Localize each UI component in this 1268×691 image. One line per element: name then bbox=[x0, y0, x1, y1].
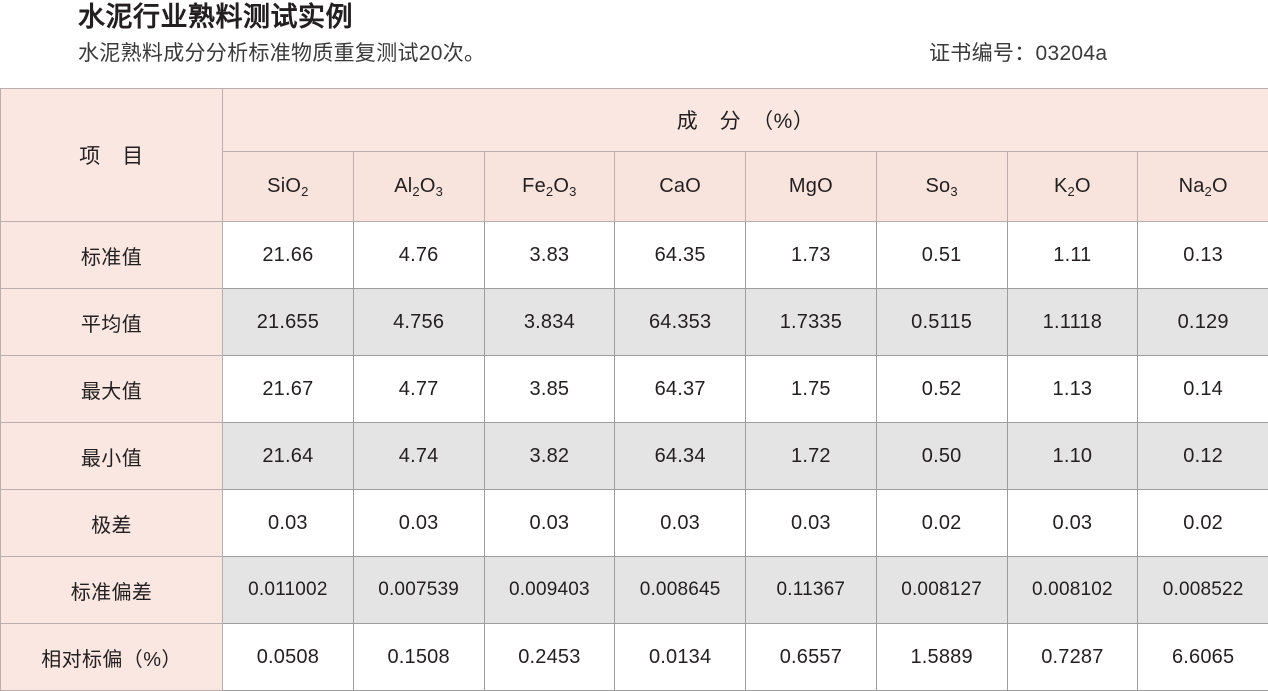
cell-cao: 64.35 bbox=[615, 222, 746, 289]
cell-k2o: 0.03 bbox=[1007, 490, 1138, 557]
subscript: 2 bbox=[1205, 184, 1212, 199]
row-label: 最大值 bbox=[1, 356, 223, 423]
column-header-cao: CaO bbox=[615, 152, 746, 222]
cell-na2o: 0.129 bbox=[1138, 289, 1268, 356]
cell-cao: 64.37 bbox=[615, 356, 746, 423]
header-row-group: 项 目 成 分 （%） bbox=[1, 89, 1268, 152]
cell-mgo: 0.11367 bbox=[746, 557, 877, 624]
page-title: 水泥行业熟料测试实例 bbox=[78, 0, 1268, 32]
column-header-so3: So3 bbox=[876, 152, 1007, 222]
cell-al2o3: 4.74 bbox=[353, 423, 484, 490]
cell-al2o3: 4.77 bbox=[353, 356, 484, 423]
column-header-fe2o3: Fe2O3 bbox=[484, 152, 615, 222]
cell-al2o3: 0.1508 bbox=[353, 624, 484, 691]
cell-cao: 0.03 bbox=[615, 490, 746, 557]
subscript: 2 bbox=[412, 184, 419, 199]
row-label: 极差 bbox=[1, 490, 223, 557]
cell-mgo: 1.72 bbox=[746, 423, 877, 490]
subscript: 3 bbox=[569, 184, 576, 199]
cell-fe2o3: 0.03 bbox=[484, 490, 615, 557]
cell-al2o3: 4.756 bbox=[353, 289, 484, 356]
cell-mgo: 0.03 bbox=[746, 490, 877, 557]
cell-fe2o3: 3.85 bbox=[484, 356, 615, 423]
cell-sio2: 0.03 bbox=[223, 490, 354, 557]
row-label: 标准值 bbox=[1, 222, 223, 289]
subscript: 2 bbox=[1068, 184, 1075, 199]
row-label: 标准偏差 bbox=[1, 557, 223, 624]
cell-k2o: 0.008102 bbox=[1007, 557, 1138, 624]
certificate-number: 证书编号：03204a bbox=[929, 39, 1107, 69]
cell-so3: 0.02 bbox=[876, 490, 1007, 557]
subscript: 3 bbox=[950, 184, 957, 199]
cell-na2o: 6.6065 bbox=[1138, 624, 1268, 691]
cell-sio2: 21.64 bbox=[223, 423, 354, 490]
cell-mgo: 1.75 bbox=[746, 356, 877, 423]
cell-cao: 64.34 bbox=[615, 423, 746, 490]
column-header-na2o: Na2O bbox=[1138, 152, 1268, 222]
cell-cao: 0.008645 bbox=[615, 557, 746, 624]
cell-fe2o3: 0.2453 bbox=[484, 624, 615, 691]
column-header-k2o: K2O bbox=[1007, 152, 1138, 222]
cell-sio2: 21.655 bbox=[223, 289, 354, 356]
cell-na2o: 0.02 bbox=[1138, 490, 1268, 557]
cell-cao: 0.0134 bbox=[615, 624, 746, 691]
cell-sio2: 0.0508 bbox=[223, 624, 354, 691]
cell-fe2o3: 0.009403 bbox=[484, 557, 615, 624]
cell-na2o: 0.12 bbox=[1138, 423, 1268, 490]
cell-al2o3: 0.03 bbox=[353, 490, 484, 557]
cell-so3: 0.008127 bbox=[876, 557, 1007, 624]
cell-so3: 0.5115 bbox=[876, 289, 1007, 356]
cell-na2o: 0.13 bbox=[1138, 222, 1268, 289]
subtitle-row: 水泥熟料成分分析标准物质重复测试20次。 证书编号：03204a bbox=[78, 39, 1268, 83]
cell-sio2: 21.67 bbox=[223, 356, 354, 423]
cell-al2o3: 4.76 bbox=[353, 222, 484, 289]
header-item: 项 目 bbox=[1, 89, 223, 222]
header-block: 水泥行业熟料测试实例 水泥熟料成分分析标准物质重复测试20次。 证书编号：032… bbox=[0, 0, 1268, 83]
column-header-mgo: MgO bbox=[746, 152, 877, 222]
cell-so3: 1.5889 bbox=[876, 624, 1007, 691]
column-header-al2o3: Al2O3 bbox=[353, 152, 484, 222]
cell-mgo: 1.7335 bbox=[746, 289, 877, 356]
header-composition-group: 成 分 （%） bbox=[223, 89, 1268, 152]
cell-na2o: 0.14 bbox=[1138, 356, 1268, 423]
row-label: 最小值 bbox=[1, 423, 223, 490]
cell-k2o: 1.13 bbox=[1007, 356, 1138, 423]
row-label: 相对标偏（%） bbox=[1, 624, 223, 691]
cell-cao: 64.353 bbox=[615, 289, 746, 356]
cell-k2o: 1.10 bbox=[1007, 423, 1138, 490]
row-label: 平均值 bbox=[1, 289, 223, 356]
cell-so3: 0.52 bbox=[876, 356, 1007, 423]
cell-fe2o3: 3.83 bbox=[484, 222, 615, 289]
cell-k2o: 0.7287 bbox=[1007, 624, 1138, 691]
cell-al2o3: 0.007539 bbox=[353, 557, 484, 624]
cell-k2o: 1.1118 bbox=[1007, 289, 1138, 356]
cell-k2o: 1.11 bbox=[1007, 222, 1138, 289]
subscript: 3 bbox=[436, 184, 443, 199]
cell-so3: 0.50 bbox=[876, 423, 1007, 490]
cell-mgo: 0.6557 bbox=[746, 624, 877, 691]
cell-mgo: 1.73 bbox=[746, 222, 877, 289]
subscript: 2 bbox=[546, 184, 553, 199]
cell-sio2: 21.66 bbox=[223, 222, 354, 289]
subscript: 2 bbox=[301, 184, 308, 199]
cell-fe2o3: 3.834 bbox=[484, 289, 615, 356]
cell-na2o: 0.008522 bbox=[1138, 557, 1268, 624]
cell-so3: 0.51 bbox=[876, 222, 1007, 289]
cell-sio2: 0.011002 bbox=[223, 557, 354, 624]
column-header-sio2: SiO2 bbox=[223, 152, 354, 222]
cell-fe2o3: 3.82 bbox=[484, 423, 615, 490]
